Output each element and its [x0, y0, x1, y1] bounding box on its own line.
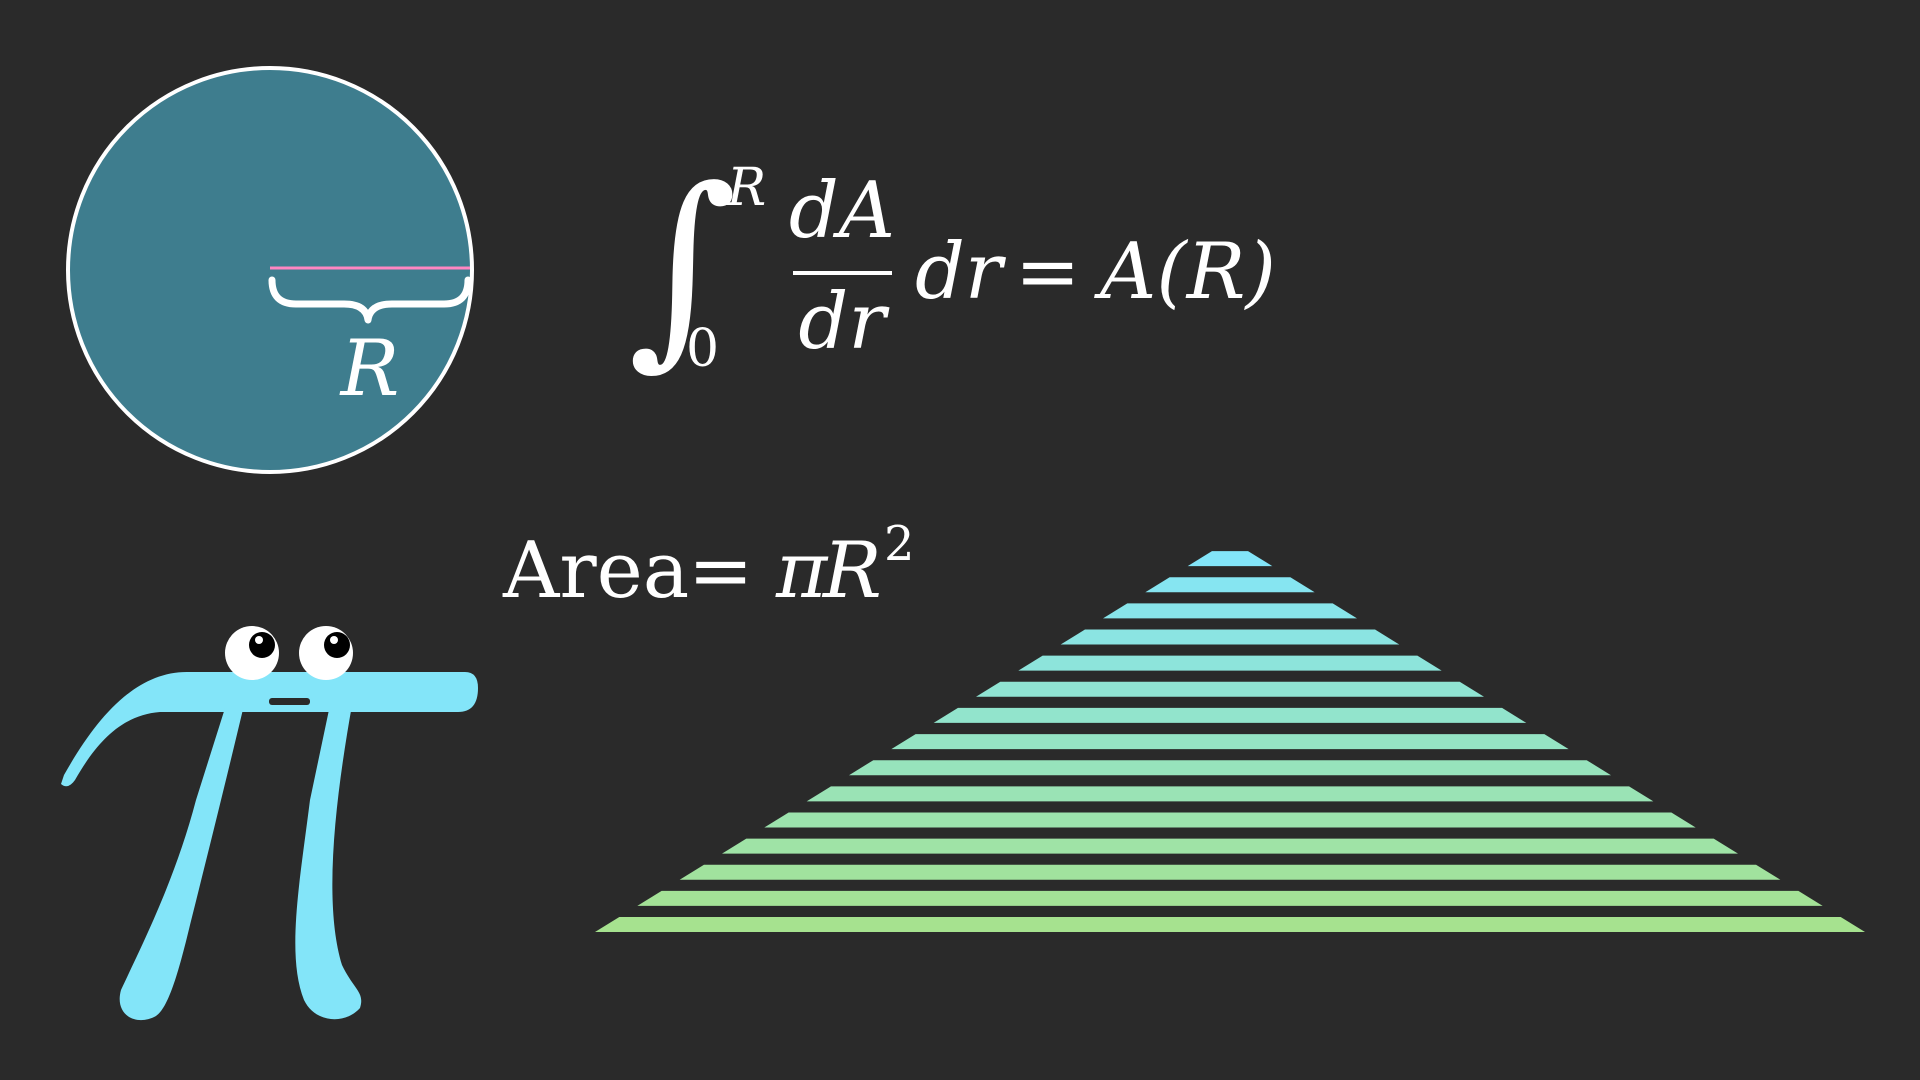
integral-equation: ∫ R 0 dA dr dr = A(R): [628, 143, 1276, 388]
ring-strip: [849, 760, 1611, 776]
area-circle: [66, 66, 474, 474]
pi-creature-left-leg: [119, 705, 244, 1021]
radius-brace: [268, 276, 472, 324]
right-eye: [299, 626, 353, 680]
derivative-numerator: dA: [789, 166, 895, 256]
ring-strip: [1187, 551, 1273, 567]
exponent: 2: [884, 516, 915, 572]
ring-strip: [679, 864, 1781, 880]
ring-strip: [933, 707, 1527, 723]
pi-symbol: π: [775, 526, 829, 616]
ring-strip: [722, 838, 1738, 854]
ring-strip-triangle: [595, 551, 1865, 932]
area-word: Area: [502, 526, 689, 616]
ring-strip: [1060, 629, 1400, 645]
pi-creature-mouth: [269, 698, 310, 705]
integral-result: A(R): [1094, 227, 1276, 317]
ring-strip: [1103, 603, 1357, 619]
left-pupil: [249, 632, 275, 658]
ring-strip: [806, 786, 1654, 802]
radius-variable: R: [821, 526, 882, 616]
integral-sign: ∫: [628, 143, 737, 388]
area-formula: Area = π R 2: [502, 516, 915, 616]
integral-lower-limit: 0: [686, 319, 719, 379]
circle-diagram: R: [66, 66, 474, 474]
pi-creature-top-bar: [61, 671, 478, 787]
ring-strip: [595, 917, 1865, 932]
ring-strip: [891, 734, 1569, 750]
equals-sign: =: [1015, 227, 1080, 317]
ring-strip: [637, 890, 1823, 906]
pi-creature-right-leg: [295, 705, 362, 1020]
area-equals-sign: =: [688, 526, 753, 616]
ring-strip: [976, 681, 1484, 697]
ring-strip: [1145, 577, 1315, 593]
radius-label: R: [339, 324, 400, 414]
ring-strip: [1018, 655, 1442, 671]
integral-upper-limit: R: [726, 158, 766, 218]
left-eye: [225, 626, 279, 680]
right-pupil: [324, 632, 350, 658]
pi-creature: [61, 626, 478, 1021]
derivative-denominator: dr: [798, 277, 890, 367]
differential-term: dr: [915, 227, 1007, 317]
ring-strip: [764, 812, 1696, 828]
